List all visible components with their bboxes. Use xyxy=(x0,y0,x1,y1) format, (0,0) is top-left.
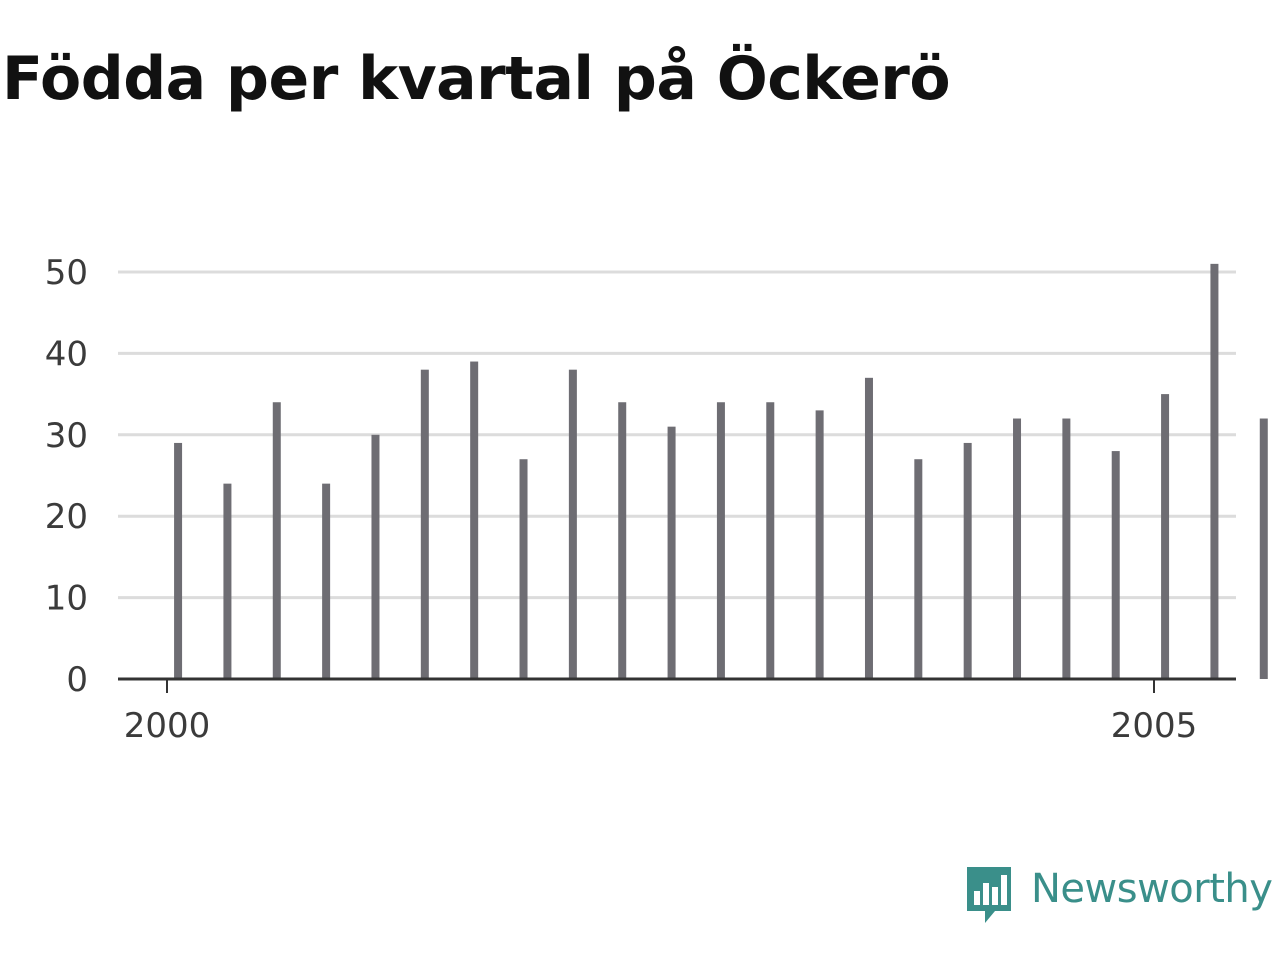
bar xyxy=(1210,263,1219,679)
bar xyxy=(963,442,972,679)
bar xyxy=(667,426,676,679)
gridlines xyxy=(118,270,1236,600)
brand-logo: Newsworthy xyxy=(963,862,1273,928)
x-axis-ticks: 200020052010201520202025 xyxy=(124,679,1198,746)
bar xyxy=(519,459,528,679)
x-tick-label-2000: 2000 xyxy=(124,706,211,746)
bar xyxy=(223,483,232,679)
bar xyxy=(864,377,873,679)
bar xyxy=(470,361,479,679)
chart-title: Födda per kvartal på Öckerö xyxy=(2,44,951,114)
y-tick-label-10: 10 xyxy=(45,579,88,619)
bar xyxy=(766,402,775,679)
y-tick-label-50: 50 xyxy=(45,253,88,293)
x-tick-label-2005: 2005 xyxy=(1111,706,1198,746)
y-tick-label-40: 40 xyxy=(45,334,88,374)
brand-name: Newsworthy xyxy=(1031,866,1273,912)
newsworthy-logo-icon xyxy=(967,867,1011,923)
bar xyxy=(815,410,824,679)
y-tick-label-20: 20 xyxy=(45,497,88,537)
bar xyxy=(1259,418,1268,679)
bar xyxy=(716,402,725,679)
bar xyxy=(420,369,429,679)
bar xyxy=(174,442,183,679)
bar xyxy=(1013,418,1022,679)
bar xyxy=(1062,418,1071,679)
y-tick-label-0: 0 xyxy=(66,660,88,700)
bar xyxy=(1161,394,1170,679)
bar xyxy=(618,402,627,679)
bar xyxy=(1111,451,1120,679)
bar xyxy=(568,369,577,679)
bar xyxy=(914,459,923,679)
bar xyxy=(322,483,331,679)
bar xyxy=(272,402,281,679)
y-axis-ticks: 0 10 20 30 40 50 xyxy=(45,253,88,700)
bars xyxy=(174,263,1268,679)
y-tick-label-30: 30 xyxy=(45,416,88,456)
bar xyxy=(371,434,380,679)
